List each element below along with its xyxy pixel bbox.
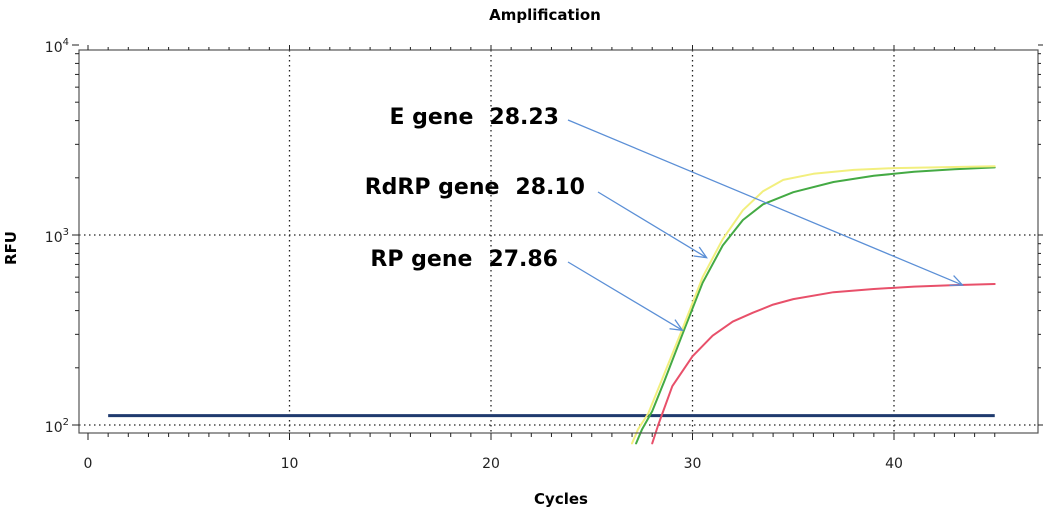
x-tick-label: 30 — [684, 456, 702, 472]
x-tick-label: 40 — [885, 456, 903, 472]
x-tick-label: 20 — [482, 456, 500, 472]
annotation-rdrp-gene: RdRP gene 28.10 — [365, 175, 708, 259]
chart-title: Amplification — [489, 6, 601, 24]
x-tick-label: 10 — [281, 456, 299, 472]
plot-border — [78, 49, 1039, 434]
y-tick-label: 102 — [45, 417, 69, 436]
annotation-label: RP gene 27.86 — [370, 247, 558, 272]
series-line-rdrp-gene — [635, 166, 996, 445]
annotation-arrowhead — [669, 319, 684, 332]
y-axis-ticks: 102 103 104 — [45, 37, 1043, 436]
x-axis-ticks: 0 10 20 30 40 — [84, 45, 996, 472]
annotation-arrow — [567, 261, 683, 331]
grid-lines — [79, 50, 1038, 433]
series-line-e-gene — [651, 283, 996, 445]
series-line-rp-gene — [631, 165, 996, 445]
annotation-arrowhead — [949, 275, 964, 287]
x-tick-label: 0 — [84, 456, 93, 472]
annotation-rp-gene: RP gene 27.86 — [370, 247, 684, 332]
y-tick-label: 103 — [45, 227, 69, 246]
annotation-label: RdRP gene 28.10 — [365, 175, 585, 200]
annotation-label: E gene 28.23 — [389, 105, 559, 130]
x-axis-label: Cycles — [534, 490, 588, 508]
annotation-e-gene: E gene 28.23 — [389, 105, 964, 287]
annotations: E gene 28.23 RdRP gene 28.10 RP gene 27.86 — [365, 105, 964, 332]
annotation-arrowhead — [693, 246, 708, 259]
annotation-arrow — [567, 119, 963, 286]
series-lines — [108, 165, 996, 445]
y-tick-label: 104 — [45, 37, 69, 56]
y-axis-label: RFU — [2, 231, 20, 265]
plot-frame — [78, 49, 1039, 434]
annotation-arrow — [597, 191, 707, 259]
